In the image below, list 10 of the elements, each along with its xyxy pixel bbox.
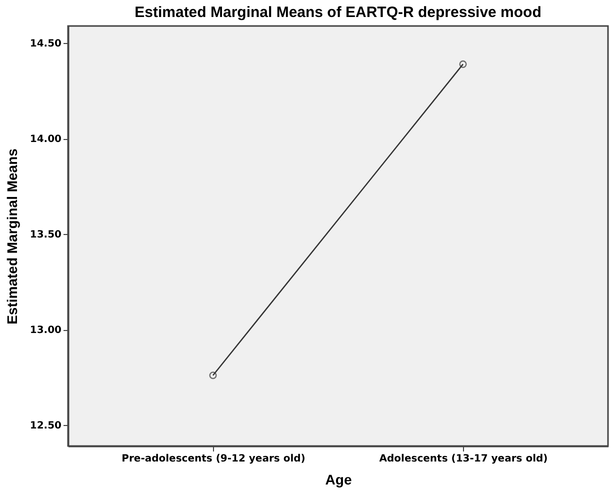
y-tick-label: 13.00: [30, 325, 62, 336]
y-tick-label: 13.50: [30, 230, 62, 241]
y-tick-label: 14.50: [30, 38, 62, 50]
x-axis-title: Age: [325, 472, 352, 488]
y-tick-label: 14.00: [30, 134, 62, 146]
chart-title: Estimated Marginal Means of EARTQ-R depressive mood: [134, 4, 542, 21]
x-tick-label: Pre-adolescents (9-12 years old): [122, 454, 306, 464]
y-axis-title: Estimated Marginal Means: [4, 148, 20, 324]
y-tick-label: 12.50: [30, 420, 62, 432]
x-tick-label: Adolescents (13-17 years old): [379, 454, 548, 464]
